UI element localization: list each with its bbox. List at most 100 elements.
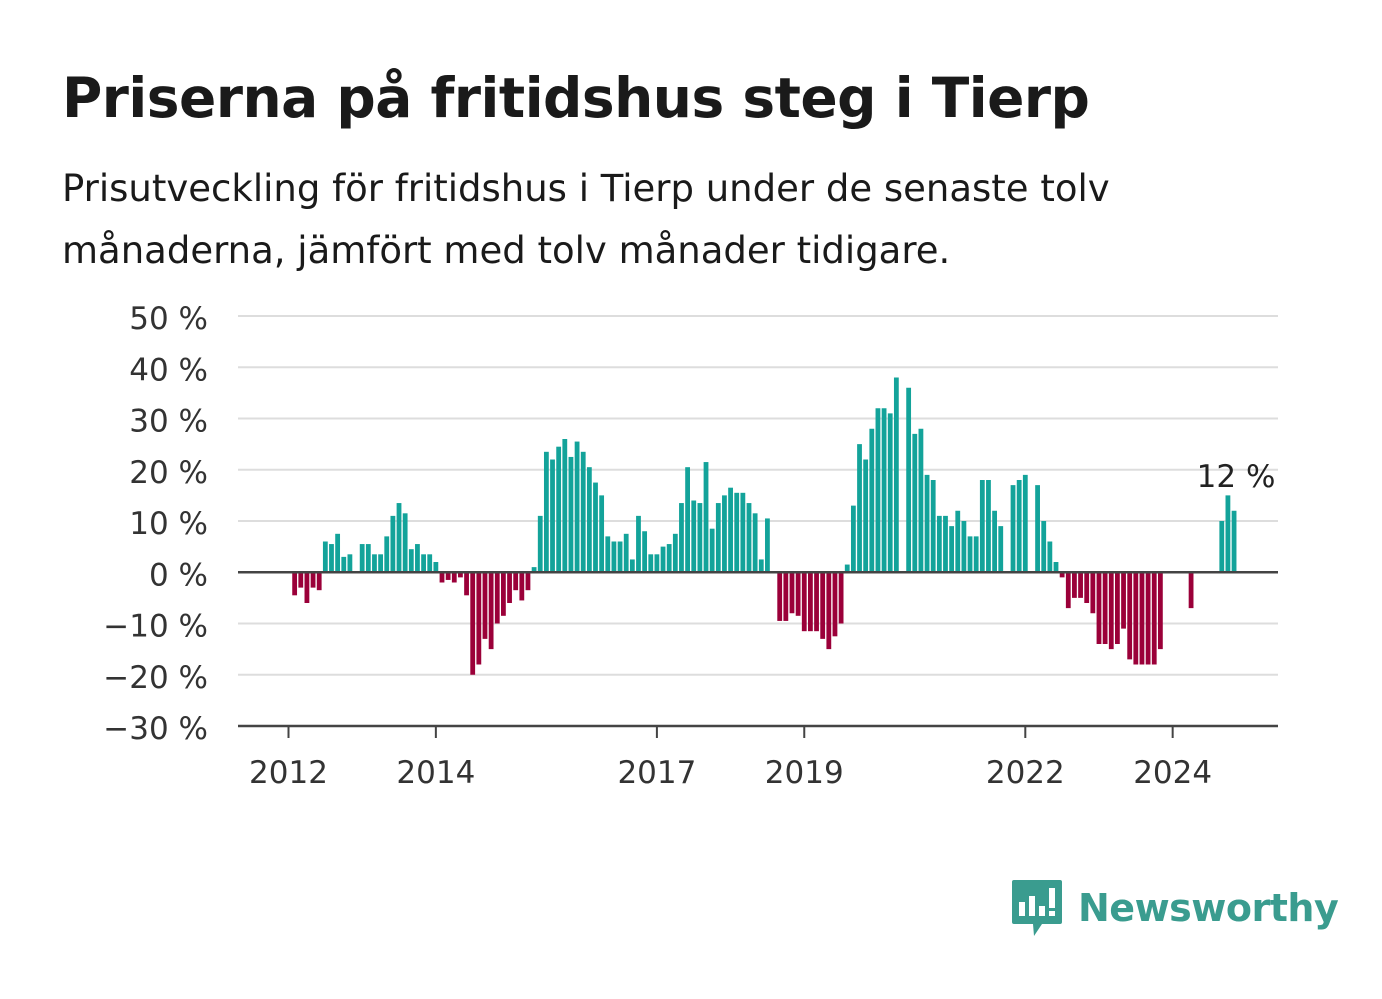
bar [967,536,973,573]
bar [1041,521,1047,573]
bar [1231,510,1237,573]
bar [715,503,721,573]
bar [642,531,648,573]
y-tick-label: −30 % [103,711,208,747]
annotations: 12 % [1197,459,1276,495]
bar [476,572,482,665]
bar [1157,572,1163,650]
bar [445,572,451,580]
bar [384,536,390,573]
bar [629,559,635,573]
bar [1072,572,1077,598]
bar [1059,572,1065,578]
bar [1022,474,1028,573]
bar [660,546,666,573]
bar [482,572,488,639]
x-tick-label: 2024 [1133,755,1212,791]
bar [691,500,697,573]
bar [611,541,617,573]
bar [930,480,936,573]
bar [1188,572,1194,609]
bar [1096,572,1102,644]
y-tick-label: 40 % [129,352,208,388]
bar [832,572,838,637]
bar [679,503,684,573]
bar [973,536,979,573]
bar [470,572,476,675]
bar [365,544,371,573]
bar [488,572,494,650]
bar [1151,572,1157,665]
bar [672,533,678,573]
bar [863,459,869,573]
bar [593,482,598,573]
bar [556,446,562,573]
bar [820,572,826,639]
bar [875,408,881,573]
bar [814,572,819,632]
bar [605,536,611,573]
axes [238,571,1278,738]
bar [451,572,457,583]
bar [979,480,985,573]
bar [1145,572,1151,665]
bar [844,564,850,573]
bar [1219,521,1225,573]
bar [1047,541,1053,573]
bar [1010,485,1016,573]
bar [795,572,801,616]
bar [1133,572,1139,665]
bar [335,533,341,573]
bar [617,541,623,573]
bar [826,572,832,650]
bar [1016,480,1022,573]
bar [1108,572,1114,650]
y-tick-label: 20 % [129,455,208,491]
x-tick-label: 2012 [249,755,328,791]
bar [501,572,506,616]
brand-name: Newsworthy [1078,886,1339,930]
x-tick-label: 2014 [396,755,475,791]
bar [599,495,605,573]
bar [1115,572,1120,644]
bar [666,544,672,573]
bar [550,459,555,573]
bar [1053,562,1059,573]
bar [740,492,746,573]
bar [728,487,733,573]
bar [924,474,930,573]
bar-chart-speech-bubble-icon [1012,880,1062,936]
newsworthy-logo: Newsworthy [1010,878,1339,938]
bar [310,572,316,588]
bar [1225,495,1231,573]
bar [304,572,310,603]
bar [801,572,807,632]
x-axis-tick-labels: 2012 2014 2017 2019 2022 2024 [249,755,1212,791]
bar [838,572,844,624]
bar [408,549,414,573]
bar [427,554,433,573]
bar [1102,572,1108,644]
bar [562,439,568,573]
bar [396,503,402,573]
bar [341,556,347,573]
bar [322,541,328,573]
bar [887,413,893,573]
bar [316,572,322,591]
bar [869,428,875,573]
bar [808,572,813,632]
chart-subtitle: Prisutveckling för fritidshus i Tierp un… [62,167,1110,272]
x-tick-label: 2019 [765,755,844,791]
bar [390,515,396,573]
bar [433,562,439,573]
bar [943,515,948,573]
bar [777,572,783,621]
bar [758,559,764,573]
bar [1078,572,1083,598]
bar [494,572,500,624]
y-tick-label: −10 % [103,609,208,645]
bar [421,554,426,573]
bar [685,467,690,573]
bar [378,554,383,573]
